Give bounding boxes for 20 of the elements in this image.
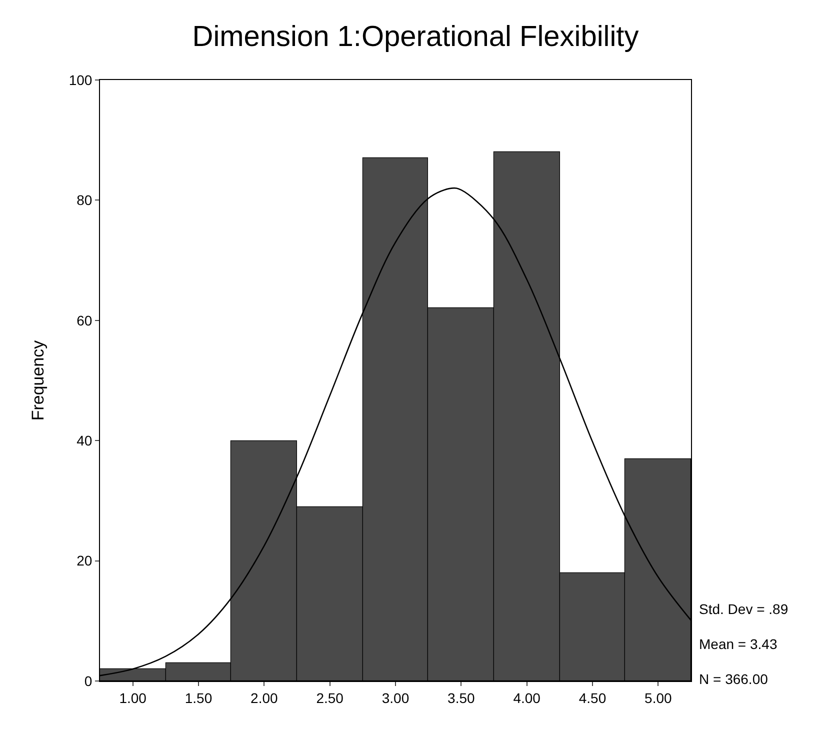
chart-title: Dimension 1:Operational Flexibility	[192, 20, 640, 53]
x-tick-label: 4.50	[578, 690, 606, 706]
x-tick-label: 3.50	[448, 690, 476, 706]
x-tick-label: 2.00	[250, 690, 278, 706]
text: Mean = 3.43	[699, 636, 778, 652]
x-tick-label: 1.00	[119, 690, 147, 706]
y-tick-label: 100	[68, 72, 92, 88]
y-tick-label: 80	[76, 192, 92, 208]
y-tick-label: 20	[76, 552, 92, 569]
y-tick-label: 40	[76, 432, 92, 448]
x-tick-label: 1.50	[184, 690, 212, 706]
text: Std. Dev = .89	[699, 601, 788, 617]
x-tick-label: 4.00	[513, 690, 541, 706]
x-tick-label: 2.50	[316, 690, 344, 706]
x-tick-label: 5.00	[644, 690, 672, 706]
y-axis-title: Frequency	[28, 340, 48, 421]
y-tick-label: 0	[84, 672, 92, 689]
x-tick-label: 3.00	[382, 690, 410, 706]
y-tick-label: 60	[76, 312, 92, 328]
text: N = 366.00	[699, 671, 768, 687]
